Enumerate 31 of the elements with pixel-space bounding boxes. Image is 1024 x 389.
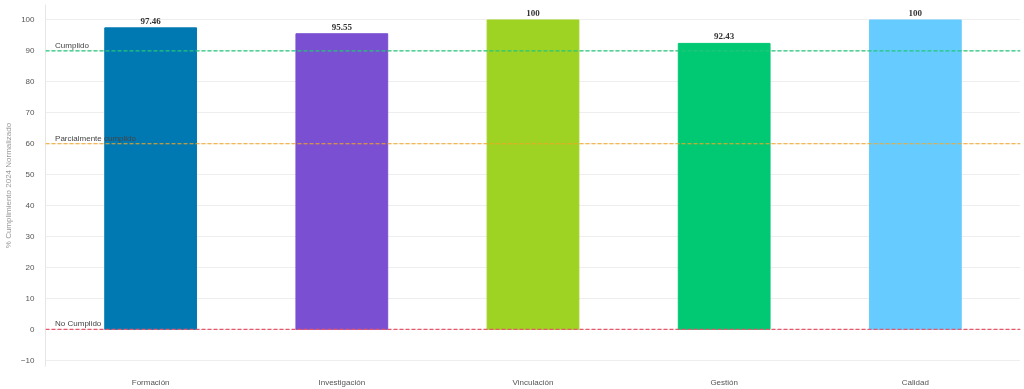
y-tick-label: 20 [25, 262, 36, 272]
bar [104, 27, 198, 330]
y-tick-label: 10 [25, 293, 36, 303]
ref-line-label: Cumplido [55, 40, 90, 50]
x-tick-label: Investigación [318, 377, 366, 387]
y-tick-label: 40 [25, 201, 36, 211]
x-tick-label: Gestión [710, 377, 738, 387]
x-tick-label: Vinculación [512, 377, 554, 387]
y-tick-label: 50 [25, 170, 36, 180]
bar [677, 42, 771, 330]
bar [868, 19, 962, 330]
data-label: 100 [908, 7, 923, 18]
y-tick-label: 30 [25, 232, 36, 242]
y-tick-label: −10 [20, 355, 36, 365]
x-tick-label: Calidad [901, 377, 929, 387]
data-label: 97.46 [140, 15, 162, 26]
y-axis-title: % Cumplimiento 2024 Normalizado [3, 122, 13, 249]
bar [295, 33, 389, 330]
y-tick-label: 80 [25, 77, 36, 87]
data-label: 100 [526, 7, 541, 18]
data-label: 95.55 [331, 21, 353, 32]
data-label: 92.43 [714, 31, 735, 42]
ref-line-label: No Cumplido [55, 319, 102, 329]
y-tick-label: 60 [25, 139, 36, 149]
y-tick-label: 0 [30, 324, 36, 334]
bar [486, 19, 580, 330]
y-tick-label: 100 [21, 15, 36, 25]
ref-line-label: Parcialmente cumplido [55, 133, 137, 143]
y-tick-label: 90 [25, 46, 36, 56]
x-tick-label: Formación [131, 377, 170, 387]
y-tick-label: 70 [25, 108, 36, 118]
